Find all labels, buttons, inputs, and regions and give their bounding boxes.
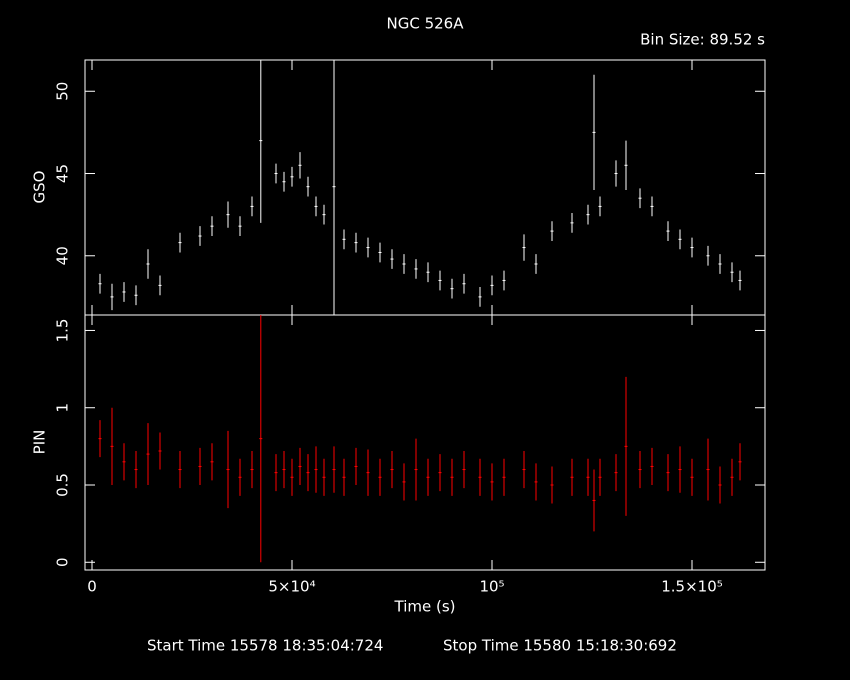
start-time: Start Time 15578 18:35:04:724 <box>147 637 383 655</box>
x-tick-label: 10⁵ <box>479 578 504 596</box>
y-tick-label: 40 <box>54 246 72 265</box>
data-points <box>98 60 742 315</box>
y-tick-label: 0 <box>54 557 72 567</box>
x-axis-label: Time (s) <box>394 598 456 616</box>
data-points <box>98 315 742 563</box>
chart-title: NGC 526A <box>387 15 465 33</box>
y-axis-label: PIN <box>31 430 49 455</box>
y-axis-label: GSO <box>31 171 49 204</box>
y-tick-label: 50 <box>54 82 72 101</box>
x-tick-label: 1.5×10⁵ <box>661 578 723 596</box>
y-tick-label: 1.5 <box>54 319 72 343</box>
x-tick-label: 5×10⁴ <box>268 578 315 596</box>
bin-size: Bin Size: 89.52 s <box>640 31 765 49</box>
stop-time: Stop Time 15580 15:18:30:692 <box>443 637 677 655</box>
y-tick-label: 1 <box>54 403 72 413</box>
panel-frame <box>84 314 766 571</box>
y-tick-label: 45 <box>54 164 72 183</box>
x-tick-label: 0 <box>87 578 97 596</box>
y-tick-label: 0.5 <box>54 473 72 497</box>
